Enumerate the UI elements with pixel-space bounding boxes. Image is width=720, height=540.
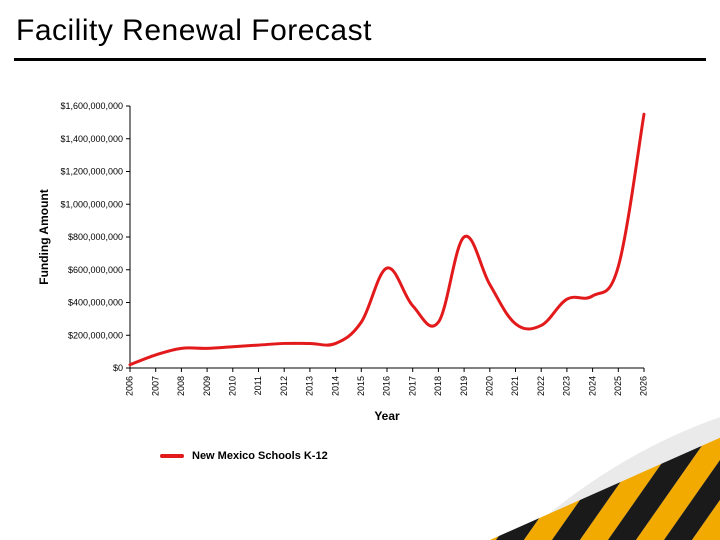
svg-text:2022: 2022: [536, 376, 546, 396]
svg-text:2007: 2007: [150, 376, 160, 396]
svg-text:2026: 2026: [639, 376, 649, 396]
svg-text:$200,000,000: $200,000,000: [68, 330, 123, 340]
svg-text:2006: 2006: [125, 376, 135, 396]
svg-text:$800,000,000: $800,000,000: [68, 232, 123, 242]
svg-text:2024: 2024: [587, 376, 597, 396]
svg-text:$1,000,000,000: $1,000,000,000: [60, 199, 123, 209]
svg-text:2014: 2014: [330, 376, 340, 396]
svg-text:2013: 2013: [305, 376, 315, 396]
chart-legend: New Mexico Schools K-12: [160, 450, 328, 462]
svg-text:2018: 2018: [433, 376, 443, 396]
svg-text:2011: 2011: [253, 376, 263, 395]
svg-text:2020: 2020: [485, 376, 495, 396]
svg-text:$1,400,000,000: $1,400,000,000: [60, 134, 123, 144]
legend-swatch: [160, 454, 184, 458]
chart-svg: $0 $200,000,000 $400,000,000 $600,000,000 $8…: [34, 96, 654, 426]
svg-text:2023: 2023: [562, 376, 572, 396]
svg-text:$600,000,000: $600,000,000: [68, 265, 123, 275]
svg-text:Funding Amount: Funding Amount: [37, 189, 51, 285]
svg-text:2025: 2025: [613, 376, 623, 396]
svg-text:2009: 2009: [202, 376, 212, 396]
svg-text:2017: 2017: [407, 376, 417, 396]
svg-text:2008: 2008: [176, 376, 186, 396]
svg-text:2019: 2019: [459, 376, 469, 396]
svg-text:2012: 2012: [279, 376, 289, 396]
legend-text: New Mexico Schools K-12: [192, 450, 328, 462]
svg-text:Year: Year: [374, 409, 400, 423]
svg-text:$400,000,000: $400,000,000: [68, 298, 123, 308]
svg-text:$1,200,000,000: $1,200,000,000: [60, 167, 123, 177]
page-title: Facility Renewal Forecast: [16, 14, 372, 48]
svg-text:$1,600,000,000: $1,600,000,000: [60, 101, 123, 111]
svg-text:2010: 2010: [228, 376, 238, 396]
slide: Facility Renewal Forecast $0 $200,000,000…: [0, 0, 720, 540]
svg-text:2021: 2021: [510, 376, 520, 396]
svg-text:2015: 2015: [356, 376, 366, 396]
svg-text:2016: 2016: [382, 376, 392, 396]
svg-text:$0: $0: [113, 363, 123, 373]
forecast-chart: $0 $200,000,000 $400,000,000 $600,000,000 $8…: [34, 96, 654, 426]
title-rule: [14, 58, 706, 61]
